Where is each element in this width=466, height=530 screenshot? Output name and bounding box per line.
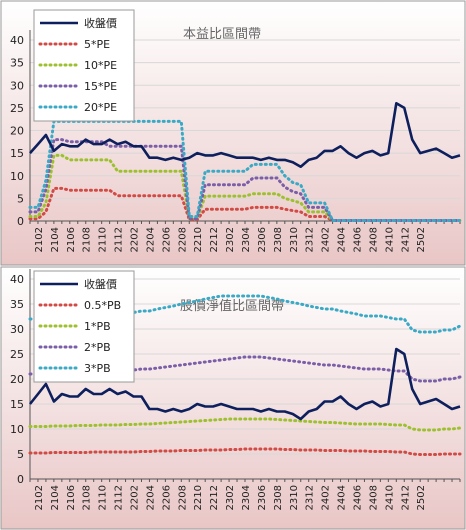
series-line-2 [28, 417, 462, 432]
x-tick-label: 2106 [66, 485, 77, 510]
y-tick-label: 30 [10, 323, 24, 336]
x-tick-label: 2412 [400, 227, 411, 252]
y-tick-label: 40 [10, 34, 24, 47]
x-tick-label: 2404 [337, 485, 348, 510]
x-tick-label: 2110 [98, 227, 109, 252]
x-tick-label: 2404 [337, 227, 348, 252]
y-tick-label: 20 [10, 125, 24, 138]
y-tick-label: 20 [10, 373, 24, 386]
x-tick-label: 2304 [241, 485, 252, 510]
x-tick-label: 2204 [145, 227, 156, 252]
x-tick-label: 2108 [82, 485, 93, 510]
x-tick-label: 2502 [416, 227, 427, 252]
x-tick-label: 2302 [225, 485, 236, 510]
x-tick-label: 2208 [177, 227, 188, 252]
x-tick-label: 2402 [321, 485, 332, 510]
x-tick-label: 2306 [257, 227, 268, 252]
x-tick-label: 2406 [352, 485, 363, 510]
x-tick-label: 2410 [384, 485, 395, 510]
x-tick-label: 2210 [193, 485, 204, 510]
y-tick-label: 35 [10, 57, 24, 70]
y-tick-label: 35 [10, 298, 24, 311]
x-tick-label: 2110 [98, 485, 109, 510]
y-tick-label: 30 [10, 79, 24, 92]
legend-label: 收盤價 [84, 16, 117, 30]
series-line-4 [28, 119, 462, 222]
x-tick-label: 2412 [400, 485, 411, 510]
x-tick-label: 2410 [384, 227, 395, 252]
legend-label: 收盤價 [84, 277, 117, 291]
x-tick-label: 2202 [130, 227, 141, 252]
x-tick-label: 2104 [50, 485, 61, 510]
x-tick-label: 2112 [114, 485, 125, 510]
x-tick-label: 2306 [257, 485, 268, 510]
legend-label: 20*PE [84, 101, 117, 114]
x-tick-label: 2212 [209, 227, 220, 252]
x-tick-label: 2312 [305, 485, 316, 510]
x-tick-label: 2104 [50, 227, 61, 252]
x-tick-label: 2102 [34, 227, 45, 252]
y-tick-label: 25 [10, 348, 24, 361]
x-tick-label: 2408 [368, 485, 379, 510]
pe-band-chart: 0 5 10 15 20 25 30 35 40 2102 2104 2106 2108 2110 2112… [0, 0, 466, 266]
x-tick-label: 2402 [321, 227, 332, 252]
chart-title: 本益比區間帶 [183, 27, 261, 42]
series-line-0 [28, 347, 461, 421]
legend-label: 0.5*PB [84, 299, 121, 312]
x-tick-label: 2408 [368, 227, 379, 252]
x-tick-label: 2308 [273, 227, 284, 252]
x-tick-label: 2308 [273, 485, 284, 510]
y-tick-label: 5 [17, 448, 24, 461]
x-tick-label: 2202 [130, 485, 141, 510]
chart-title: 股價淨值比區間帶 [180, 298, 284, 314]
x-tick-label: 2304 [241, 227, 252, 252]
x-tick-label: 2204 [145, 485, 156, 510]
x-tick-label: 2206 [161, 227, 172, 252]
x-tick-label: 2310 [289, 485, 300, 510]
x-tick-label: 2312 [305, 227, 316, 252]
series-line-0 [29, 102, 461, 168]
pb-band-chart: 0 5 10 15 20 25 30 35 40 2102 2104 2106 2108 2110 2112… [0, 266, 466, 530]
y-tick-label: 15 [10, 398, 24, 411]
x-tick-label: 2106 [66, 227, 77, 252]
legend-label: 3*PB [84, 362, 111, 375]
x-tick-label: 2310 [289, 227, 300, 252]
x-tick-label: 2112 [114, 227, 125, 252]
y-tick-label: 40 [10, 273, 24, 286]
x-tick-label: 2406 [352, 227, 363, 252]
pe-band-chart-panel: 0 5 10 15 20 25 30 35 40 2102 2104 2106 2108 2110 2112… [0, 0, 466, 266]
x-tick-label: 2102 [34, 485, 45, 510]
legend-label: 2*PB [84, 341, 111, 354]
y-tick-label: 10 [10, 423, 24, 436]
y-tick-label: 15 [10, 147, 24, 160]
legend-label: 10*PE [84, 59, 117, 72]
series-line-3 [28, 138, 462, 222]
pb-band-chart-panel: 0 5 10 15 20 25 30 35 40 2102 2104 2106 2108 2110 2112… [0, 266, 466, 530]
y-tick-label: 0 [17, 215, 24, 228]
x-tick-label: 2108 [82, 227, 93, 252]
x-tick-label: 2212 [209, 485, 220, 510]
x-tick-label: 2206 [161, 485, 172, 510]
legend-label: 5*PE [84, 38, 110, 51]
x-tick-label: 2502 [416, 485, 427, 510]
x-tick-label: 2302 [225, 227, 236, 252]
y-tick-label: 25 [10, 102, 24, 115]
x-tick-label: 2210 [193, 227, 204, 252]
y-tick-label: 10 [10, 170, 24, 183]
y-tick-label: 0 [17, 473, 24, 486]
legend-label: 1*PB [84, 320, 111, 333]
x-tick-label: 2208 [177, 485, 188, 510]
y-tick-label: 5 [17, 192, 24, 205]
series-line-1 [28, 447, 462, 456]
legend-label: 15*PE [84, 80, 117, 93]
